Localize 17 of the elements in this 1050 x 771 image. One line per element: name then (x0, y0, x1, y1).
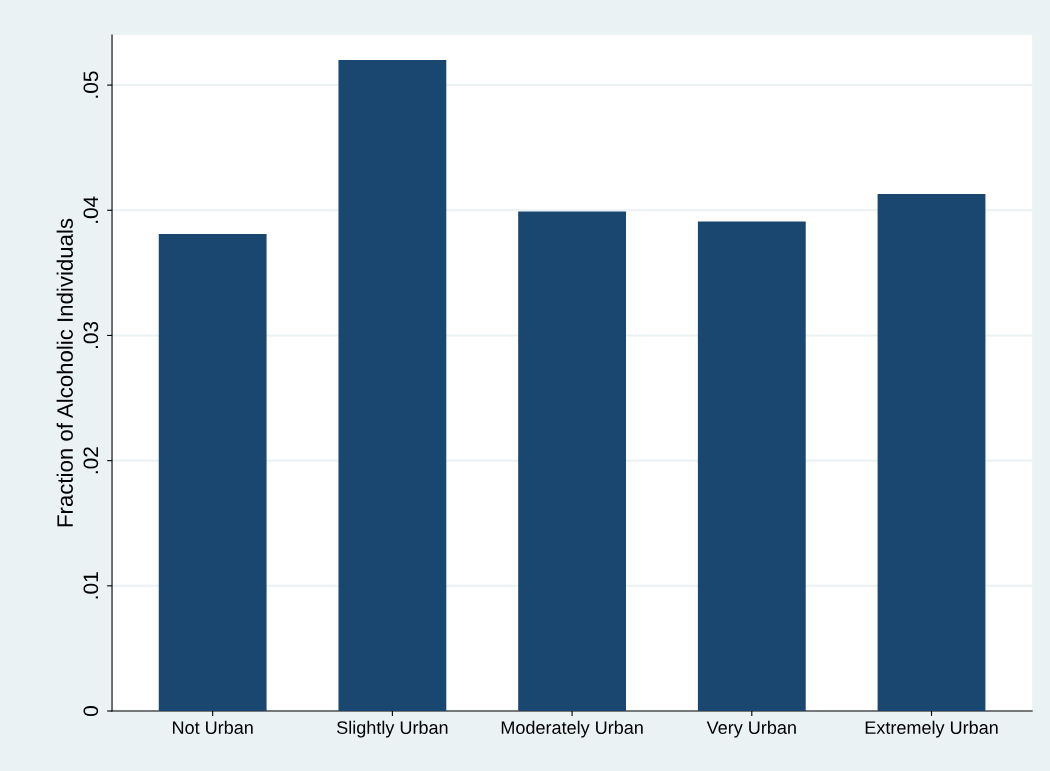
x-tick-label: Slightly Urban (337, 720, 448, 738)
x-tick-label: Extremely Urban (865, 720, 998, 738)
x-tick-label: Not Urban (173, 720, 253, 734)
y-axis-title: Fraction of Alcoholic Individuals (56, 218, 73, 527)
y-tick-label: .02 (83, 447, 99, 474)
bar (518, 211, 627, 712)
y-tick-label: 0 (83, 706, 99, 716)
y-tick-label: .01 (83, 572, 99, 599)
x-tick-label: Very Urban (706, 720, 796, 738)
bar (697, 221, 806, 712)
bar (158, 234, 267, 712)
y-tick-label: .03 (83, 321, 99, 349)
x-tick-label: Moderately Urban (501, 720, 643, 738)
y-tick-label: .05 (83, 71, 99, 98)
bar (338, 60, 447, 712)
bar (877, 193, 986, 712)
y-tick-label: .04 (83, 196, 99, 223)
